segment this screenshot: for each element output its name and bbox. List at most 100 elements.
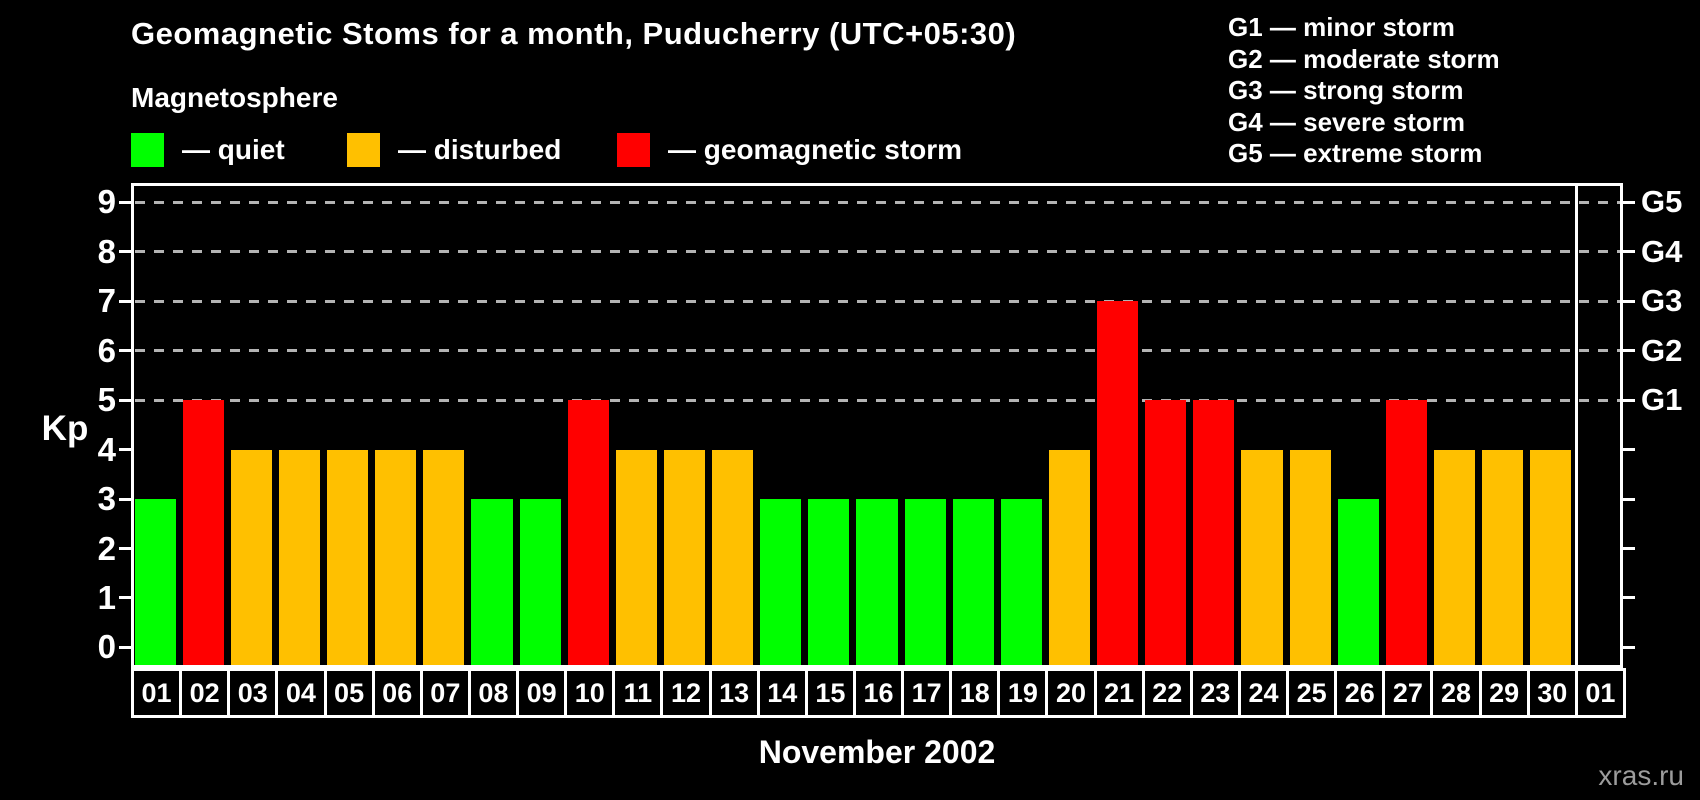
day-label-box-13: 14 <box>756 668 808 718</box>
y-tick-left-7 <box>119 299 131 303</box>
quiet-label: — quiet <box>182 134 285 165</box>
y-tick-right-1 <box>1623 596 1635 600</box>
g-scale-legend: G1 — minor storm G2 — moderate storm G3 — … <box>1228 12 1500 170</box>
day-label-box-11: 12 <box>660 668 712 718</box>
bar-day-20 <box>1048 449 1091 668</box>
g-scale-legend-item-3: G3 — strong storm <box>1228 75 1464 106</box>
bar-day-08 <box>471 499 513 668</box>
bar-day-30 <box>1530 449 1572 668</box>
y-tick-left-5 <box>119 398 131 402</box>
bar-day-18 <box>952 499 994 668</box>
day-label-box-22: 23 <box>1189 668 1241 718</box>
day-label-box-8: 09 <box>516 668 568 718</box>
bar-day-10 <box>567 400 609 668</box>
bar-day-06 <box>375 449 417 668</box>
y-tick-label-5: 5 <box>97 381 116 419</box>
bar-day-12 <box>663 449 706 668</box>
y-tick-left-8 <box>119 250 131 254</box>
day-label-box-16: 17 <box>901 668 953 718</box>
bar-day-19 <box>1000 499 1042 668</box>
bar-day-14 <box>760 499 802 668</box>
g-axis-label-G3: G3 <box>1641 283 1683 319</box>
bar-day-02 <box>182 400 224 668</box>
bar-day-09 <box>519 499 561 668</box>
day-label-box-2: 03 <box>227 668 279 718</box>
g-scale-legend-item-1: G1 — minor storm <box>1228 12 1455 42</box>
storm-color-swatch <box>617 133 650 167</box>
day-label-box-4: 05 <box>323 668 375 718</box>
bar-day-03 <box>230 449 272 668</box>
bar-day-17 <box>904 499 946 668</box>
day-label-box-25: 26 <box>1334 668 1386 718</box>
bar-day-23 <box>1193 400 1235 668</box>
y-tick-right-2 <box>1623 547 1635 551</box>
y-tick-right-0 <box>1623 645 1635 649</box>
month-label: November 2002 <box>758 734 996 770</box>
legend-item-storm: — geomagnetic storm <box>617 133 962 167</box>
bar-day-29 <box>1482 449 1524 668</box>
day-label-box-18: 19 <box>997 668 1049 718</box>
bar-day-28 <box>1433 449 1476 668</box>
y-tick-label-2: 2 <box>97 529 116 567</box>
y-tick-left-0 <box>119 645 131 649</box>
storm-label: — geomagnetic storm <box>668 134 963 165</box>
gridline-kp-7 <box>135 299 1620 303</box>
y-tick-label-6: 6 <box>97 331 116 369</box>
day-label-box-7: 08 <box>467 668 520 718</box>
bar-day-27 <box>1385 400 1427 668</box>
y-tick-right-9 <box>1623 200 1635 204</box>
bar-day-01 <box>134 499 176 668</box>
next-month-separator <box>1575 186 1578 665</box>
day-label-box-12: 13 <box>708 668 760 718</box>
disturbed-label: — disturbed <box>398 134 562 165</box>
g-axis-label-G2: G2 <box>1641 332 1683 368</box>
day-label-box-1: 02 <box>179 668 231 718</box>
y-tick-label-4: 4 <box>97 430 116 468</box>
y-tick-right-8 <box>1623 250 1635 254</box>
day-label-box-0: 01 <box>131 668 183 718</box>
day-label-box-17: 18 <box>949 668 1001 718</box>
gridline-kp-8 <box>135 250 1620 254</box>
y-tick-left-9 <box>119 200 131 204</box>
disturbed-color-swatch <box>347 133 380 167</box>
y-tick-label-8: 8 <box>97 232 116 270</box>
bar-day-15 <box>808 499 850 668</box>
day-label-box-19: 20 <box>1045 668 1097 718</box>
day-label-box-29: 30 <box>1526 668 1578 718</box>
quiet-color-swatch <box>131 133 164 167</box>
bar-day-16 <box>856 499 898 668</box>
day-label-box-10: 11 <box>612 668 664 718</box>
bar-day-05 <box>327 449 369 668</box>
day-label-box-28: 29 <box>1478 668 1530 718</box>
gridline-kp-6 <box>135 349 1620 353</box>
day-label-box-3: 04 <box>275 668 327 718</box>
bar-day-13 <box>712 449 754 668</box>
y-tick-left-1 <box>119 596 131 600</box>
kp-axis-label: Kp <box>41 409 89 448</box>
bar-day-25 <box>1289 449 1331 668</box>
day-label-box-14: 15 <box>804 668 856 718</box>
bar-day-07 <box>423 449 465 668</box>
g-axis-label-G5: G5 <box>1641 184 1683 220</box>
day-label-box-20: 21 <box>1093 668 1145 718</box>
day-label-box-24: 25 <box>1286 668 1338 718</box>
legend-item-disturbed: — disturbed <box>347 133 561 167</box>
y-tick-right-5 <box>1623 398 1635 402</box>
g-axis-label-G1: G1 <box>1641 382 1683 418</box>
gridline-kp-5 <box>135 398 1620 402</box>
bar-day-24 <box>1241 449 1283 668</box>
y-tick-left-3 <box>119 497 131 501</box>
day-label-box-23: 24 <box>1237 668 1290 718</box>
g-axis-label-G4: G4 <box>1641 233 1683 269</box>
legend-item-quiet: — quiet <box>131 133 285 167</box>
day-label-box-6: 07 <box>419 668 471 718</box>
bar-day-22 <box>1145 400 1187 668</box>
bar-day-04 <box>278 449 320 668</box>
y-tick-label-1: 1 <box>97 578 116 616</box>
g-scale-legend-item-5: G5 — extreme storm <box>1228 138 1483 169</box>
day-label-box-26: 27 <box>1382 668 1434 718</box>
y-tick-left-2 <box>119 547 131 551</box>
chart-title: Geomagnetic Stoms for a month, Puducherr… <box>131 16 1017 51</box>
watermark: xras.ru <box>1598 760 1684 791</box>
